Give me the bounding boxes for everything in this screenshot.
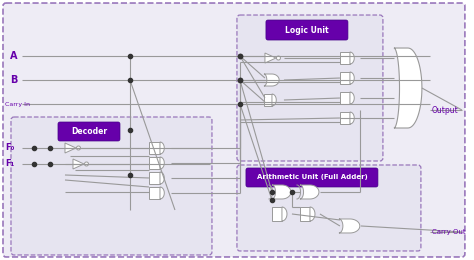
- Polygon shape: [264, 74, 279, 86]
- Polygon shape: [350, 52, 354, 64]
- Polygon shape: [350, 112, 354, 124]
- Polygon shape: [350, 72, 354, 84]
- Polygon shape: [149, 157, 160, 169]
- Polygon shape: [264, 94, 272, 106]
- FancyBboxPatch shape: [266, 20, 348, 40]
- Polygon shape: [149, 187, 160, 199]
- Polygon shape: [160, 157, 164, 169]
- FancyBboxPatch shape: [3, 3, 465, 257]
- Polygon shape: [272, 207, 282, 221]
- Polygon shape: [160, 187, 164, 199]
- Circle shape: [276, 56, 281, 60]
- Text: F₁: F₁: [5, 159, 14, 168]
- Polygon shape: [265, 53, 276, 63]
- Polygon shape: [310, 207, 315, 221]
- Polygon shape: [340, 112, 350, 124]
- Polygon shape: [160, 172, 164, 184]
- Polygon shape: [149, 172, 160, 184]
- Text: B: B: [10, 75, 18, 85]
- Polygon shape: [149, 142, 160, 154]
- Text: Decoder: Decoder: [71, 127, 107, 136]
- Polygon shape: [65, 143, 76, 153]
- FancyBboxPatch shape: [58, 122, 120, 141]
- Polygon shape: [160, 142, 164, 154]
- FancyBboxPatch shape: [246, 168, 378, 187]
- Circle shape: [76, 146, 81, 150]
- Polygon shape: [300, 207, 310, 221]
- Polygon shape: [340, 52, 350, 64]
- Text: Carry In: Carry In: [5, 101, 30, 107]
- Polygon shape: [300, 185, 319, 199]
- Text: A: A: [10, 51, 18, 61]
- Polygon shape: [350, 92, 354, 104]
- Polygon shape: [340, 72, 350, 84]
- Text: Arithmetic Unit (Full Adder): Arithmetic Unit (Full Adder): [256, 174, 367, 180]
- Polygon shape: [339, 219, 360, 233]
- Circle shape: [84, 162, 89, 166]
- Text: Logic Unit: Logic Unit: [285, 25, 329, 35]
- Polygon shape: [272, 185, 291, 199]
- Text: Carry Out: Carry Out: [432, 229, 465, 235]
- Polygon shape: [73, 159, 84, 169]
- Text: F₀: F₀: [5, 144, 14, 153]
- Polygon shape: [272, 94, 276, 106]
- Text: Output: Output: [432, 106, 459, 114]
- FancyBboxPatch shape: [237, 165, 421, 251]
- FancyBboxPatch shape: [11, 117, 212, 255]
- Polygon shape: [340, 92, 350, 104]
- Polygon shape: [282, 207, 287, 221]
- FancyBboxPatch shape: [237, 15, 383, 161]
- Polygon shape: [394, 48, 422, 128]
